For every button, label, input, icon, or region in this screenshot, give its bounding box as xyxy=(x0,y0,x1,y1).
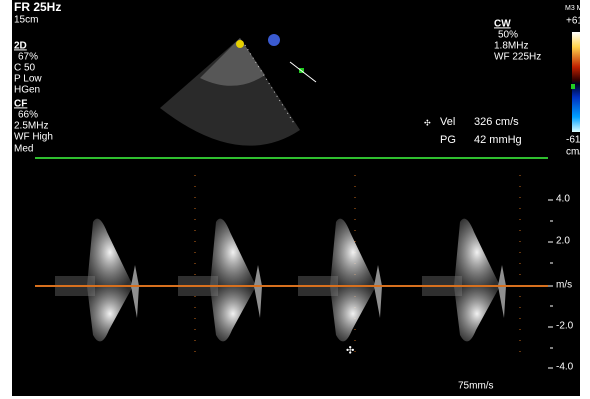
param: 67% xyxy=(18,51,38,62)
color-bar-unit: cm/s xyxy=(566,146,587,157)
color-bar xyxy=(572,32,580,132)
param: C 50 xyxy=(14,62,36,73)
mode-title: CF xyxy=(14,98,27,109)
frame-rate: FR 25Hz xyxy=(14,0,61,14)
mode-title: CW xyxy=(494,18,511,29)
param: 66% xyxy=(18,109,38,120)
param: 1.8MHz xyxy=(494,40,528,51)
color-bar-mode: M3 M4 xyxy=(565,5,587,12)
param: HGen xyxy=(14,84,40,95)
pg-value: 42 mmHg xyxy=(474,134,522,146)
page: 4.0 2.0 m/s -2.0 -4.0 FR 25Hz 15cm 2D 67% C … xyxy=(0,0,590,399)
axis-label: 4.0 xyxy=(556,193,570,204)
axis-label: -4.0 xyxy=(556,361,574,372)
param: WF High xyxy=(14,131,53,142)
axis-label: m/s xyxy=(556,279,572,290)
axis-label: 2.0 xyxy=(556,235,570,246)
flow-spot xyxy=(236,40,244,48)
sweep-speed: 75mm/s xyxy=(458,380,494,391)
pg-label: PG xyxy=(440,134,456,146)
caliper: ✣ xyxy=(346,345,354,356)
axis-label: -2.0 xyxy=(556,320,574,331)
color-bar-top: +61. xyxy=(566,15,586,26)
cursor-icon: ✣ xyxy=(424,119,431,128)
color-bar-marker xyxy=(571,84,575,89)
ultrasound-screen: 4.0 2.0 m/s -2.0 -4.0 FR 25Hz 15cm 2D 67% C … xyxy=(0,0,590,399)
param: WF 225Hz xyxy=(494,51,541,62)
param: Med xyxy=(14,143,33,154)
vel-value: 326 cm/s xyxy=(474,116,519,128)
vel-label: Vel xyxy=(440,116,455,128)
param: 2.5MHz xyxy=(14,120,48,131)
depth: 15cm xyxy=(14,14,38,25)
mode-title: 2D xyxy=(14,40,27,51)
param: P Low xyxy=(14,73,42,84)
param: 50% xyxy=(498,29,518,40)
probe-marker xyxy=(268,34,280,46)
color-bar-bottom: -61. xyxy=(566,134,583,145)
